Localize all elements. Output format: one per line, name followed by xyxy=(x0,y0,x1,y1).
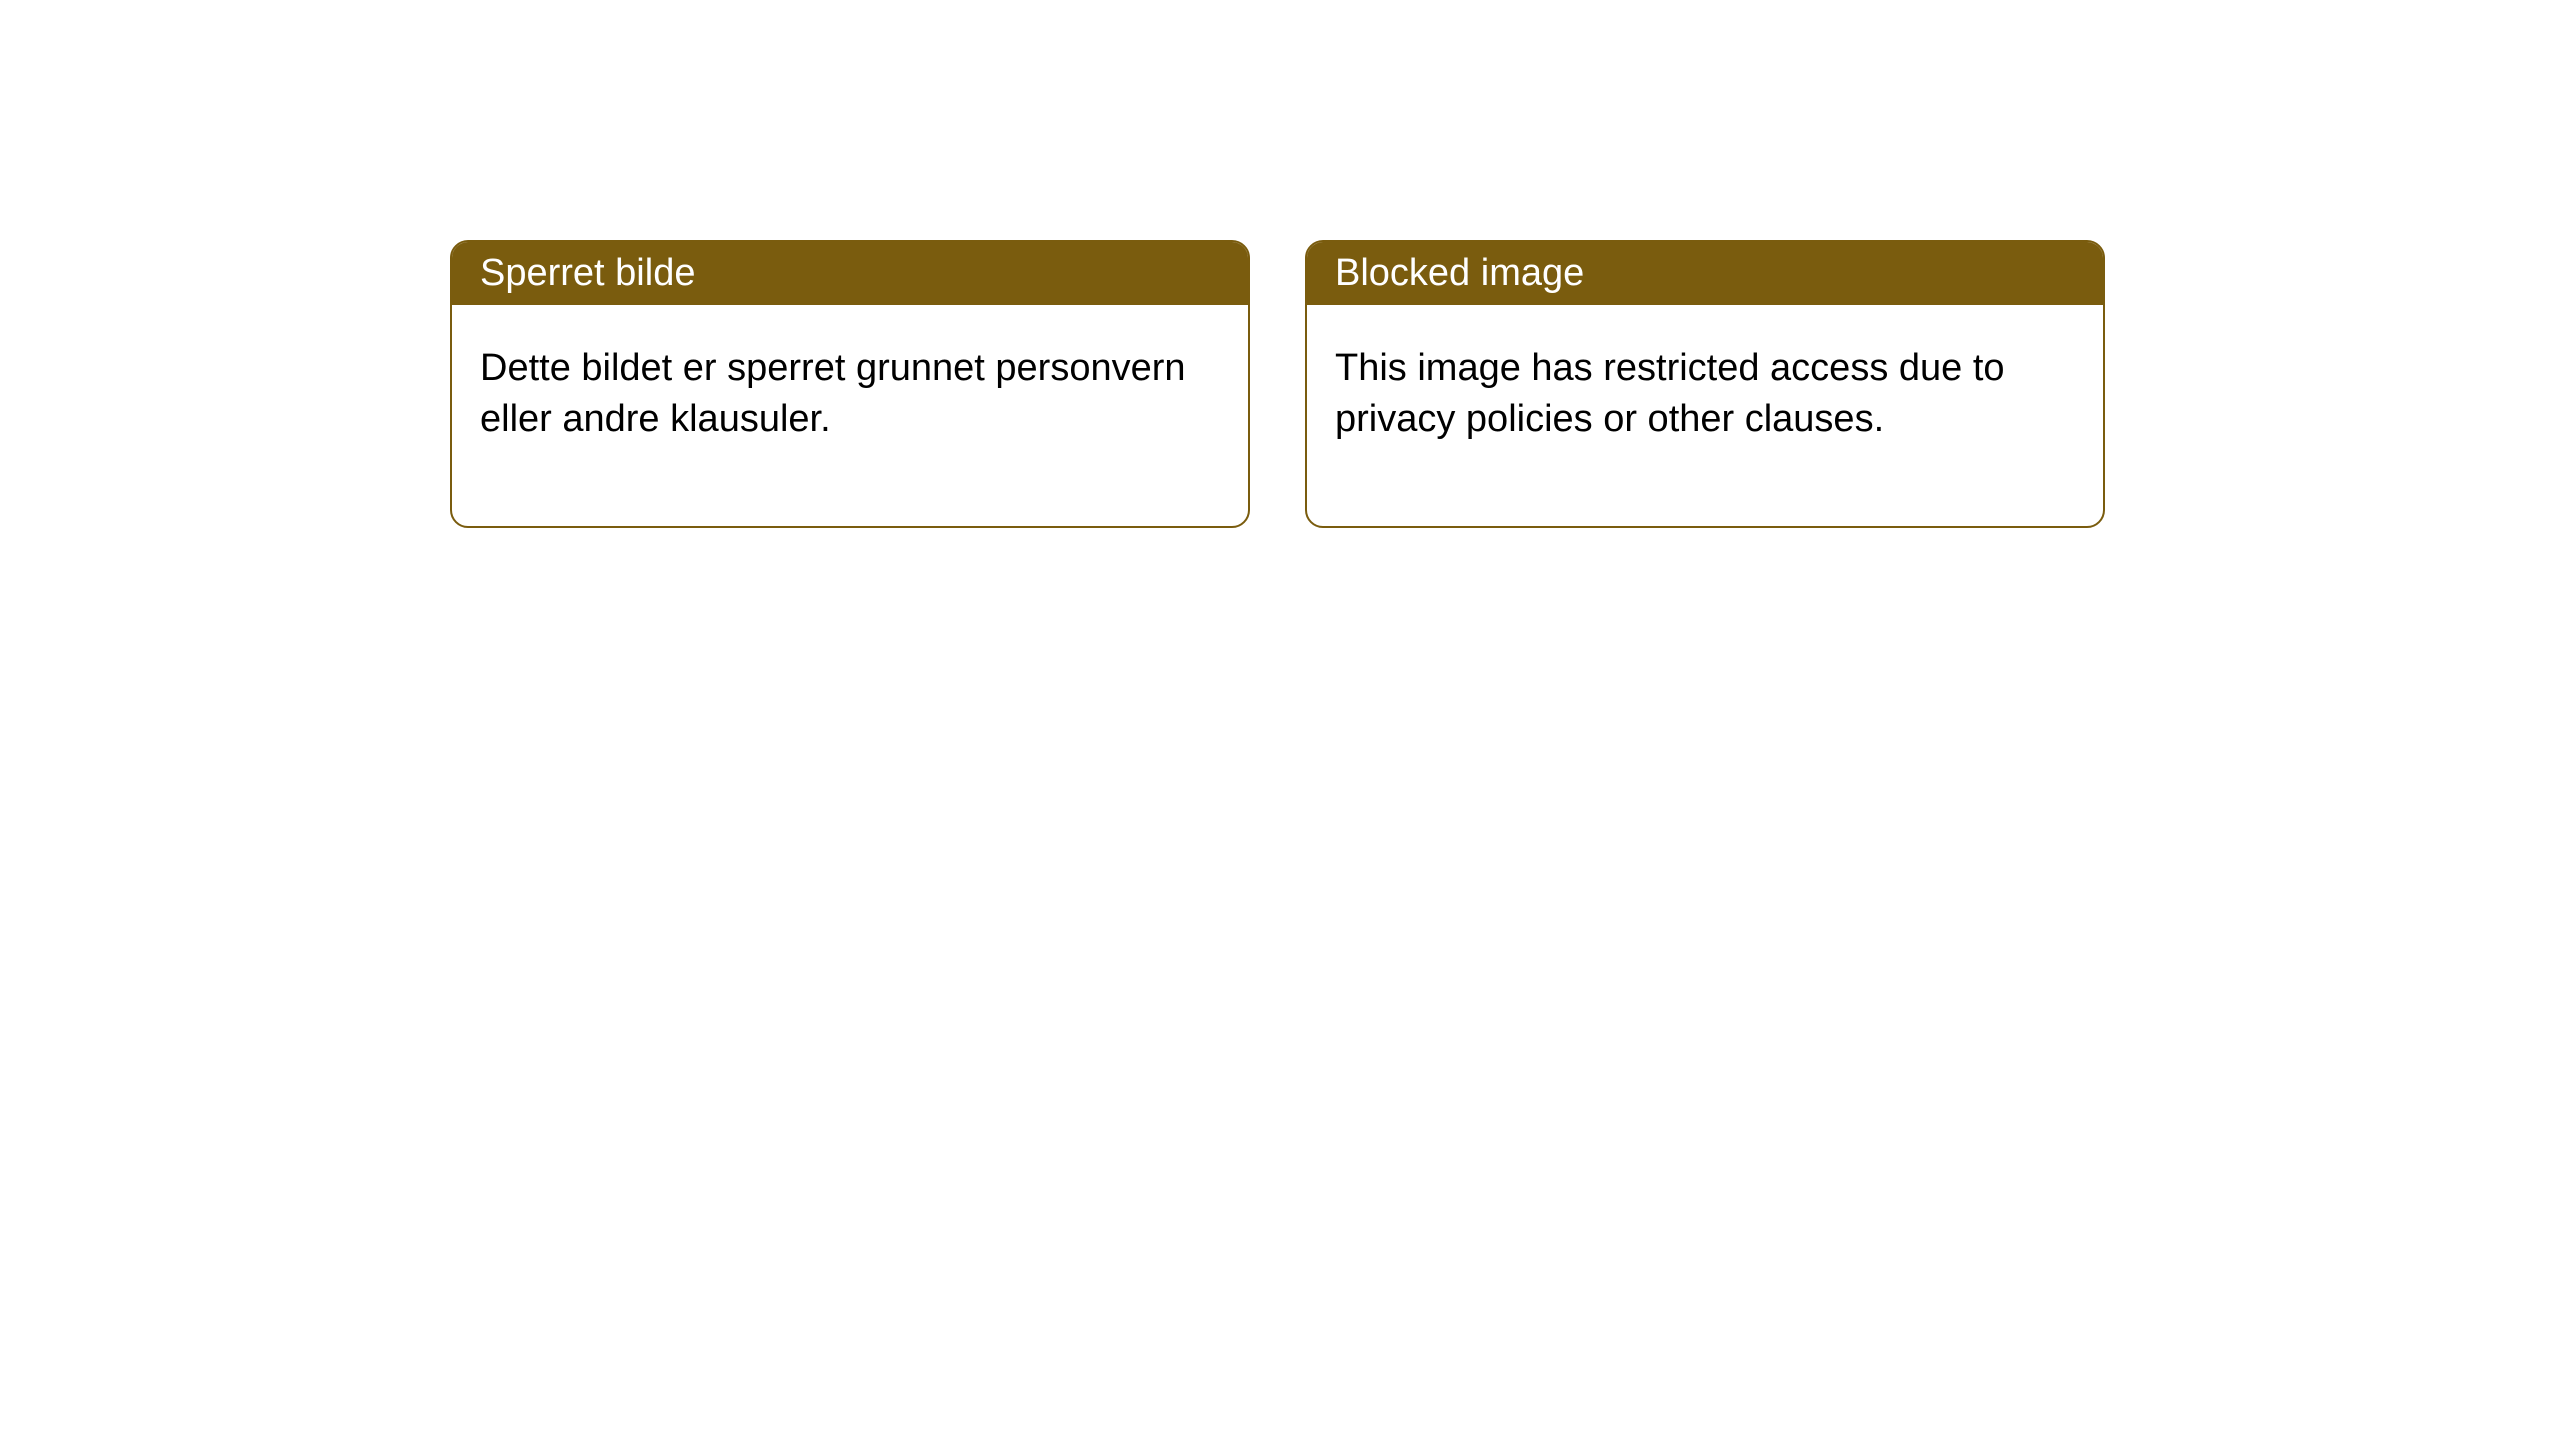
notice-header-english: Blocked image xyxy=(1307,242,2103,305)
notice-header-norwegian: Sperret bilde xyxy=(452,242,1248,305)
notice-card-english: Blocked image This image has restricted … xyxy=(1305,240,2105,528)
notice-body-norwegian: Dette bildet er sperret grunnet personve… xyxy=(452,305,1248,526)
notice-card-norwegian: Sperret bilde Dette bildet er sperret gr… xyxy=(450,240,1250,528)
notice-container: Sperret bilde Dette bildet er sperret gr… xyxy=(450,240,2105,528)
notice-body-english: This image has restricted access due to … xyxy=(1307,305,2103,526)
